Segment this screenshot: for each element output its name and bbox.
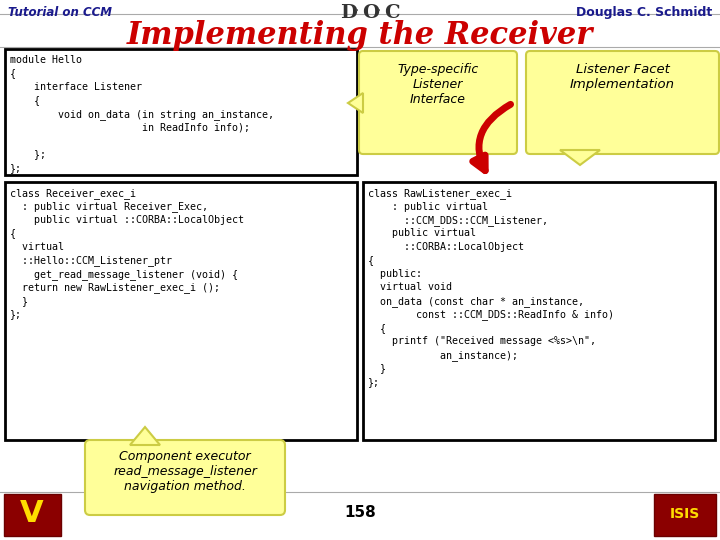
Text: : public virtual: : public virtual [368, 201, 488, 212]
Text: {: { [368, 323, 386, 333]
Text: get_read_message_listener (void) {: get_read_message_listener (void) { [10, 269, 238, 280]
Text: 158: 158 [344, 505, 376, 520]
Text: }: } [368, 363, 386, 374]
Text: void on_data (in string an_instance,: void on_data (in string an_instance, [10, 109, 274, 120]
Text: {: { [10, 96, 40, 105]
Text: return new RawListener_exec_i ();: return new RawListener_exec_i (); [10, 282, 220, 293]
Text: };: }; [10, 150, 46, 159]
Text: O: O [362, 4, 379, 22]
Text: printf ("Received message <%s>\n",: printf ("Received message <%s>\n", [368, 336, 596, 347]
FancyBboxPatch shape [526, 51, 719, 154]
Polygon shape [560, 150, 600, 165]
Polygon shape [130, 427, 160, 445]
Text: : public virtual Receiver_Exec,: : public virtual Receiver_Exec, [10, 201, 208, 212]
Polygon shape [348, 93, 363, 113]
FancyArrowPatch shape [473, 104, 510, 171]
Text: virtual: virtual [10, 242, 64, 252]
Text: const ::CCM_DDS::ReadInfo & info): const ::CCM_DDS::ReadInfo & info) [368, 309, 614, 320]
FancyBboxPatch shape [359, 51, 517, 154]
Text: ::Hello::CCM_Listener_ptr: ::Hello::CCM_Listener_ptr [10, 255, 172, 266]
Text: module Hello: module Hello [10, 55, 82, 65]
Text: D: D [340, 4, 357, 22]
FancyBboxPatch shape [654, 494, 716, 536]
Text: Listener Facet
Implementation: Listener Facet Implementation [570, 63, 675, 91]
Text: {: { [368, 255, 374, 266]
Text: public:: public: [368, 269, 422, 279]
Text: ISIS: ISIS [670, 507, 700, 521]
Text: an_instance);: an_instance); [368, 350, 518, 361]
Text: };: }; [10, 163, 22, 173]
Text: interface Listener: interface Listener [10, 82, 142, 92]
FancyBboxPatch shape [5, 182, 357, 440]
Text: };: }; [368, 377, 380, 387]
Text: Tutorial on CCM: Tutorial on CCM [8, 6, 112, 19]
Text: }: } [10, 296, 28, 306]
Text: V: V [20, 500, 44, 529]
Text: ::CORBA::LocalObject: ::CORBA::LocalObject [368, 242, 524, 252]
FancyBboxPatch shape [363, 182, 715, 440]
FancyBboxPatch shape [5, 49, 357, 175]
Text: Type-specific
Listener
Interface: Type-specific Listener Interface [397, 63, 479, 106]
Text: Component executor
read_message_listener
navigation method.: Component executor read_message_listener… [113, 450, 257, 493]
Text: {: { [10, 69, 16, 78]
Text: C: C [384, 4, 400, 22]
Text: in ReadInfo info);: in ReadInfo info); [10, 123, 250, 132]
Text: ·: · [354, 4, 359, 18]
FancyBboxPatch shape [4, 494, 61, 536]
Text: ::CCM_DDS::CCM_Listener,: ::CCM_DDS::CCM_Listener, [368, 215, 548, 226]
Text: };: }; [10, 309, 22, 320]
Text: {: { [10, 228, 16, 239]
Text: public virtual: public virtual [368, 228, 476, 239]
FancyBboxPatch shape [85, 440, 285, 515]
Text: ·: · [376, 4, 380, 18]
Text: class RawListener_exec_i: class RawListener_exec_i [368, 188, 512, 199]
Text: Douglas C. Schmidt: Douglas C. Schmidt [576, 6, 712, 19]
Text: Implementing the Receiver: Implementing the Receiver [127, 20, 593, 51]
Text: virtual void: virtual void [368, 282, 452, 293]
Text: class Receiver_exec_i: class Receiver_exec_i [10, 188, 136, 199]
Text: public virtual ::CORBA::LocalObject: public virtual ::CORBA::LocalObject [10, 215, 244, 225]
Text: on_data (const char * an_instance,: on_data (const char * an_instance, [368, 296, 584, 307]
